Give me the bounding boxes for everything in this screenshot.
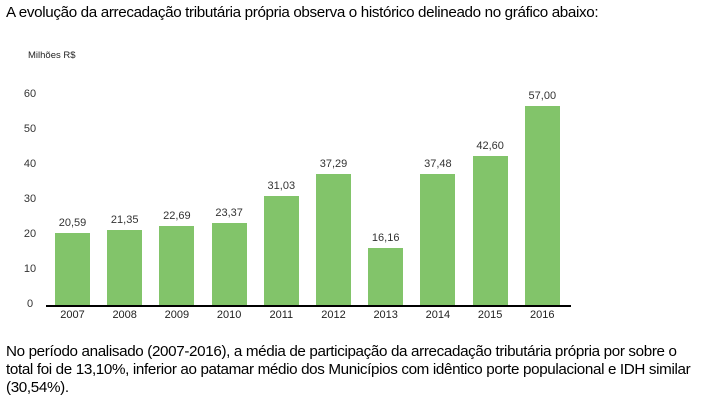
value-label: 37,29 xyxy=(319,158,348,171)
value-label: 57,00 xyxy=(528,89,557,102)
value-label: 22,69 xyxy=(163,209,191,222)
x-tick-label: 2015 xyxy=(477,309,503,321)
bar-2010 xyxy=(211,223,247,305)
paragraph-line: total foi de 13,10%, inferior ao patamar… xyxy=(6,361,691,378)
bar-chart: Milhões R$ 0 10 20 30 40 50 60 20,59 2007 21,35 2… xyxy=(23,50,571,321)
value-label: 21,35 xyxy=(110,214,139,227)
x-tick-label: 2010 xyxy=(216,309,242,321)
bar-2014 xyxy=(420,173,456,305)
x-tick-label: 2008 xyxy=(112,309,137,321)
value-label: 31,03 xyxy=(267,180,296,193)
value-label: 16,16 xyxy=(371,232,400,245)
value-label: 20,59 xyxy=(58,216,87,229)
x-tick-label: 2013 xyxy=(373,309,398,321)
x-tick-label: 2012 xyxy=(321,309,346,321)
y-tick-label: 60 xyxy=(23,88,37,100)
x-axis-line xyxy=(46,305,571,307)
bar-2016 xyxy=(524,105,560,305)
y-axis-unit-label: Milhões R$ xyxy=(28,50,76,61)
y-tick-label: 0 xyxy=(26,298,34,310)
paragraph-line: (30,54%). xyxy=(6,379,69,396)
bar-2008 xyxy=(107,230,143,305)
intro-text: A evolução da arrecadação tributária pró… xyxy=(6,4,599,21)
bar-2009 xyxy=(159,225,195,305)
value-label: 37,48 xyxy=(424,157,452,170)
y-tick-label: 40 xyxy=(23,158,37,170)
value-label: 23,37 xyxy=(215,207,243,220)
analysis-paragraph: No período analisado (2007-2016), a médi… xyxy=(6,343,706,397)
x-tick-label: 2014 xyxy=(425,309,451,321)
x-tick-label: 2016 xyxy=(530,309,555,321)
x-tick-label: 2007 xyxy=(60,309,85,321)
y-tick-label: 30 xyxy=(23,193,37,205)
x-tick-label: 2011 xyxy=(269,309,294,321)
y-tick-label: 10 xyxy=(23,263,37,275)
y-tick-label: 20 xyxy=(23,228,37,240)
y-tick-label: 50 xyxy=(23,123,37,135)
bar-2013 xyxy=(368,248,404,305)
paragraph-line: No período analisado (2007-2016), a médi… xyxy=(6,343,677,360)
value-label: 42,60 xyxy=(476,139,504,152)
bar-2011 xyxy=(263,196,299,305)
x-tick-label: 2009 xyxy=(164,309,190,321)
bar-2015 xyxy=(472,155,508,305)
bar-2007 xyxy=(55,232,90,305)
bar-2012 xyxy=(316,174,351,305)
